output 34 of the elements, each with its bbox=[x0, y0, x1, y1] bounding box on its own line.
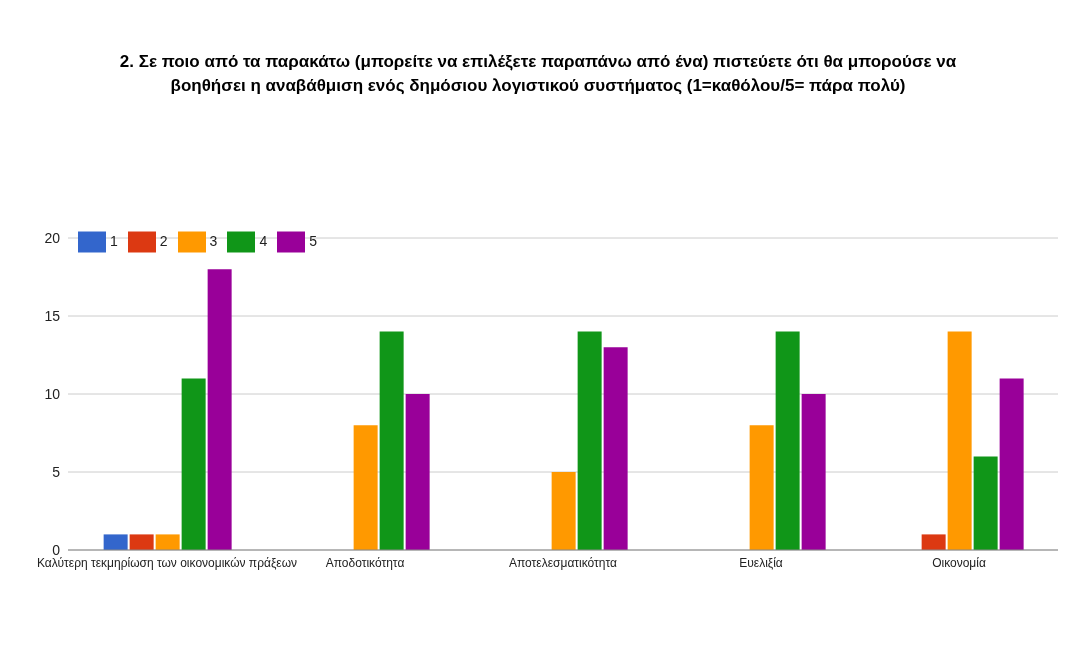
bar bbox=[405, 394, 430, 550]
y-tick-label: 15 bbox=[44, 307, 61, 324]
x-tick-label: Αποδοτικότητα bbox=[325, 555, 405, 570]
bar bbox=[155, 534, 180, 550]
legend-label: 5 bbox=[309, 232, 317, 249]
legend-label: 3 bbox=[209, 232, 218, 249]
bar bbox=[353, 425, 378, 550]
bar bbox=[775, 331, 800, 550]
chart-title: 2. Σε ποιο από τα παρακάτω (μπορείτε να επιλέξετε παραπάνω από ένα) πιστεύετε ότι θα μπορούσε να βοηθήσει η αναβάθμιση ενός δημόσιου λογιστικού συστήματος (1=καθόλου/5= πάρα πολύ) bbox=[118, 51, 958, 97]
bar bbox=[577, 331, 602, 550]
legend-label: 1 bbox=[110, 232, 118, 249]
y-tick-label: 0 bbox=[52, 541, 61, 558]
bar bbox=[801, 394, 826, 550]
x-tick-label: Καλύτερη τεκμηρίωση των οικονομικών πράξεων bbox=[36, 555, 298, 570]
x-tick-label: Οικονομία bbox=[932, 555, 986, 570]
x-tick-label: Ευελιξία bbox=[739, 555, 783, 570]
bar bbox=[551, 472, 576, 550]
bar bbox=[603, 347, 628, 550]
bar bbox=[973, 456, 998, 550]
bar bbox=[749, 425, 774, 550]
legend-label: 4 bbox=[259, 232, 268, 249]
bar bbox=[181, 378, 206, 550]
y-tick-label: 10 bbox=[44, 385, 61, 402]
bar bbox=[379, 331, 404, 550]
x-tick-label: Αποτελεσματικότητα bbox=[509, 555, 618, 570]
bar bbox=[129, 534, 154, 550]
y-tick-label: 20 bbox=[44, 229, 61, 246]
bar bbox=[103, 534, 128, 550]
bar bbox=[947, 331, 972, 550]
legend-label: 2 bbox=[159, 232, 168, 249]
bar bbox=[999, 378, 1024, 550]
bar bbox=[921, 534, 946, 550]
y-tick-label: 5 bbox=[52, 463, 61, 480]
bar bbox=[207, 269, 232, 550]
